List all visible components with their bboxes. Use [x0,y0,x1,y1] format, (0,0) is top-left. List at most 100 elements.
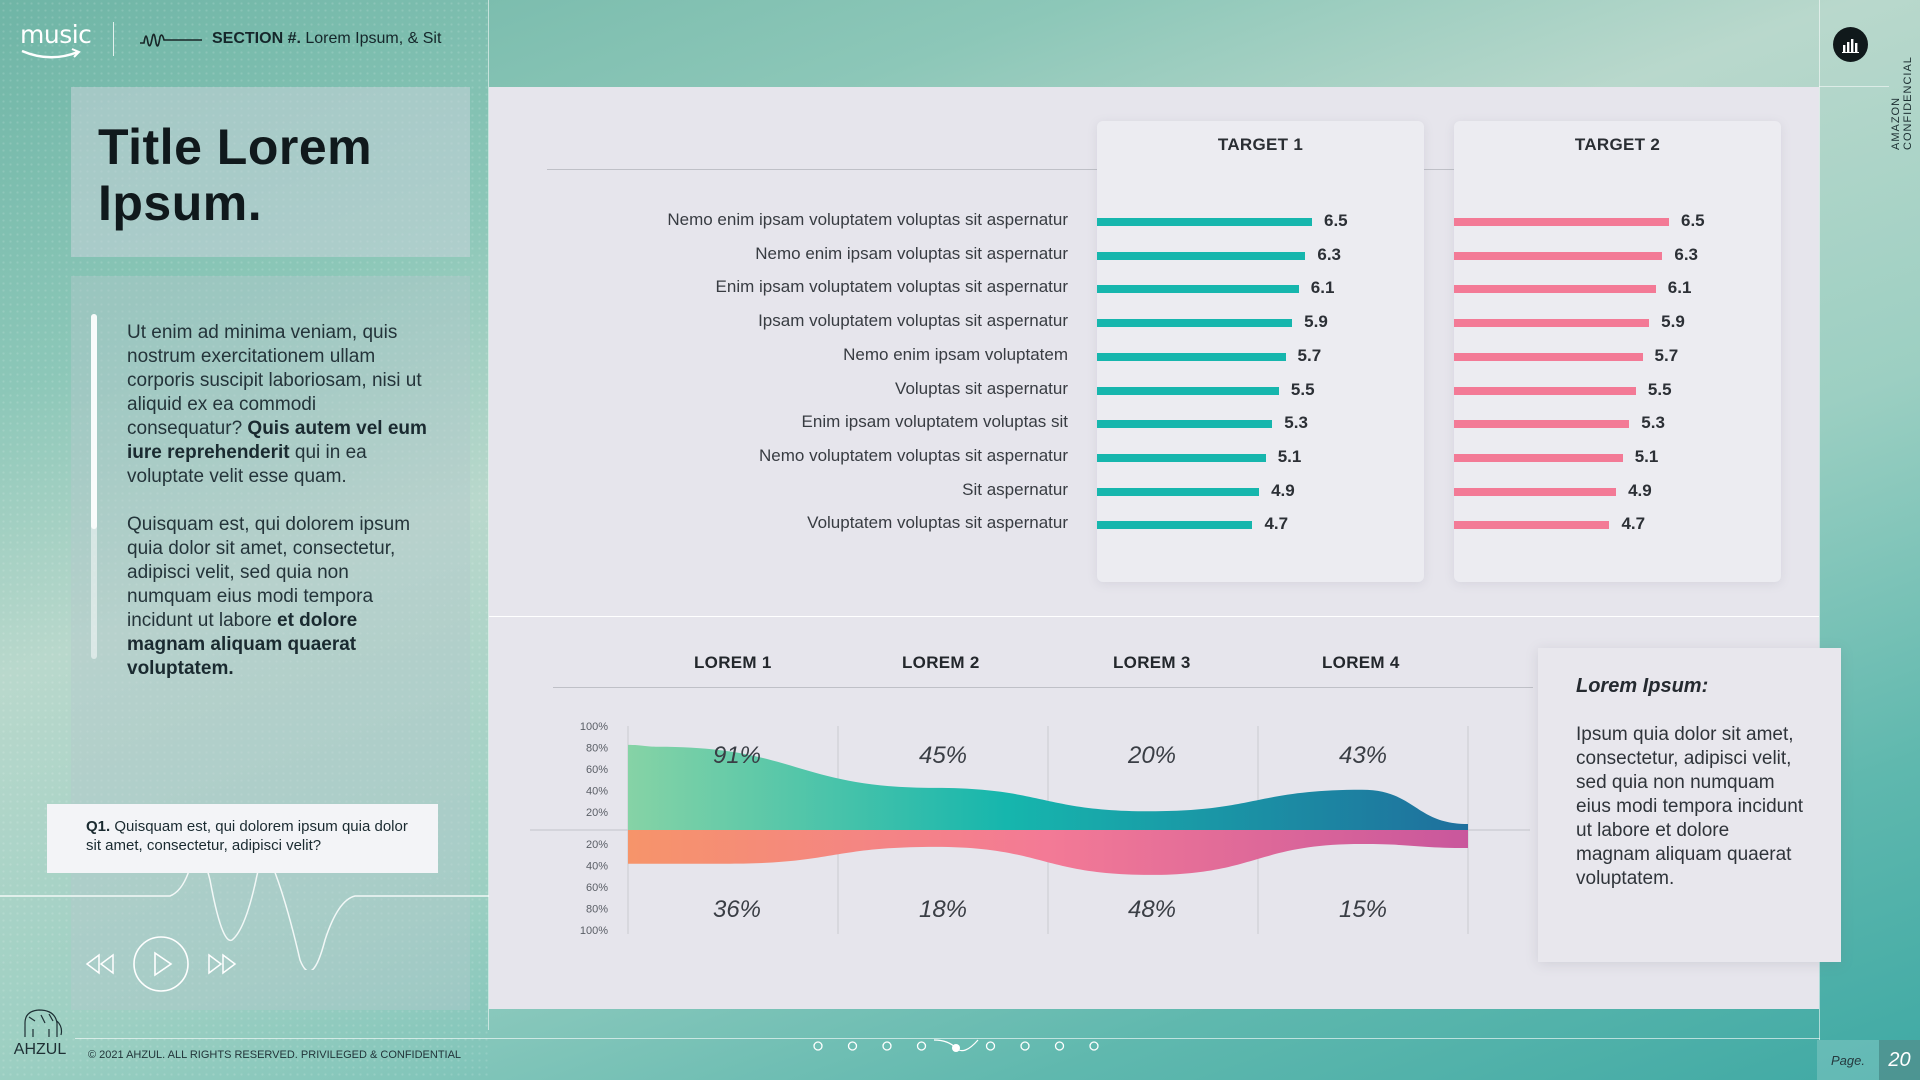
rewind-icon[interactable] [85,953,115,975]
bar-1 [1097,487,1260,496]
bar-value-label: 6.1 [1667,278,1692,298]
upper-value-label: 43% [1339,742,1387,769]
waveform-icon [140,33,202,47]
right-divider [1819,0,1820,1040]
bar-value-label: 5.5 [1290,379,1315,399]
upper-value-label: 45% [919,742,967,769]
section-label: SECTION #. Lorem Ipsum, & Sit [212,30,441,48]
bar-category-label: Nemo enim ipsam voluptas sit aspernatur [755,243,1068,263]
note-body: Ipsum quia dolor sit amet, consectetur, … [1576,724,1804,889]
section-prefix: SECTION #. [212,30,301,47]
question-box: Q1. Quisquam est, qui dolorem ipsum quia… [47,804,438,873]
y-tick-label: 100% [580,925,608,937]
page-title: Title Lorem Ipsum. [98,119,373,231]
bar-value-label: 6.5 [1324,211,1348,230]
question-text: Quisquam est, qui dolorem ipsum quia dol… [86,818,408,854]
bar-value-label: 6.5 [1681,211,1705,230]
bar-value-label: 6.3 [1317,244,1342,264]
chart-menu-button[interactable] [1833,27,1868,62]
para1-bold: Quis autem vel eum iure reprehenderit [127,418,427,463]
slide-navigation[interactable] [805,1035,1105,1065]
para2-text: Quisquam est, qui dolorem ipsum quia dol… [127,514,411,631]
bar-1 [1097,218,1312,226]
note-title: Lorem Ipsum: [1576,675,1709,697]
bar-value-label: 4.9 [1628,480,1652,500]
bar-2 [1454,218,1669,226]
y-tick-label: 40% [586,786,608,798]
page-indicator: Page. 20 [1817,1040,1920,1080]
area-chart: 100% 80% 60% 40% 20% 20% 40% 60% 80% 100% 91% 45% 20… [530,721,1530,937]
nav-dot [847,1041,858,1051]
bar-value-label: 5.3 [1284,413,1308,433]
media-controls [85,935,255,995]
scrollbar-thumb[interactable] [91,314,97,529]
positive-area [628,744,1468,830]
column-head: LOREM 1 [694,653,772,672]
y-tick-label: 20% [586,839,608,851]
bar-value-label: 5.7 [1654,345,1679,365]
bar-1 [1097,521,1253,530]
play-icon[interactable] [132,935,190,993]
y-tick-label: 80% [586,904,608,916]
lower-value-label: 15% [1339,896,1387,923]
bar-2 [1454,521,1610,530]
brand-name: AHZUL [13,1041,67,1058]
column-head: LOREM 4 [1322,653,1400,672]
bar-value-label: 5.5 [1647,379,1672,399]
upper-value-label: 20% [1127,742,1176,769]
para1-text: Ut enim ad minima veniam, quis nostrum e… [127,322,422,439]
bar-category-label: Nemo enim ipsam voluptatem voluptas sit … [667,210,1068,229]
upper-value-label: 91% [713,742,761,769]
right-top-line [1819,86,1889,87]
nav-dot [916,1041,927,1051]
paragraph-2: Quisquam est, qui dolorem ipsum quia dol… [127,513,427,681]
target-1-title: TARGET 1 [1217,135,1304,154]
nav-dot [882,1041,892,1051]
bar-value-label: 5.3 [1641,413,1665,433]
note-card: Lorem Ipsum: Ipsum quia dolor sit amet, … [1538,648,1841,962]
column-head: LOREM 2 [902,653,980,672]
bar-value-label: 5.1 [1634,446,1659,466]
para2-bold: et dolore magnam aliquam quaerat volupta… [127,610,358,679]
lower-value-label: 48% [1128,896,1176,923]
bar-1 [1097,251,1306,260]
bar-2 [1454,487,1617,496]
bar-value-label: 5.7 [1297,345,1322,365]
negative-area [628,830,1468,875]
bar-2 [1454,352,1643,361]
lower-value-label: 36% [713,896,761,923]
bar-value-label: 4.9 [1271,480,1295,500]
bar-category-label: Enim ipsam voluptatem voluptas sit [801,412,1068,432]
text-card: Ut enim ad minima veniam, quis nostrum e… [71,276,470,1010]
y-tick-label: 40% [586,861,608,873]
paragraph-1: Ut enim ad minima veniam, quis nostrum e… [127,321,427,489]
bar-2 [1454,420,1630,429]
target-1-card [1097,121,1424,582]
bar-2 [1454,386,1636,395]
title-card: Title Lorem Ipsum. [71,87,470,257]
fast-forward-icon[interactable] [207,953,237,975]
bar-category-label: Nemo voluptatem voluptas sit aspernatur [759,445,1068,465]
logo-text: music [20,20,92,49]
ahzul-logo: AHZUL [12,1007,68,1059]
bar-2 [1454,285,1656,294]
smile-icon [21,48,81,59]
column-head: LOREM 3 [1113,653,1191,672]
bar-chart-icon [1841,38,1859,53]
target-2-title: TARGET 2 [1574,135,1661,154]
y-tick-label: 80% [586,743,608,755]
question-label: Q1. [86,818,111,835]
section-text: Lorem Ipsum, & Sit [305,30,442,47]
music-logo: music [20,20,92,61]
lower-value-label: 18% [919,896,967,923]
bar-category-label: Voluptas sit aspernatur [895,378,1068,398]
bar-1 [1097,386,1279,395]
bar-category-label: Ipsam voluptatem voluptas sit aspernatur [758,311,1068,331]
y-tick-label: 60% [586,882,608,894]
bar-1 [1097,420,1273,429]
bar-value-label: 6.3 [1674,244,1699,264]
left-divider [488,0,489,1030]
footer-line [75,1038,1820,1039]
confidential-label: AMAZON CONFIDENCIAL [1890,56,1914,150]
bar-1 [1097,285,1299,294]
